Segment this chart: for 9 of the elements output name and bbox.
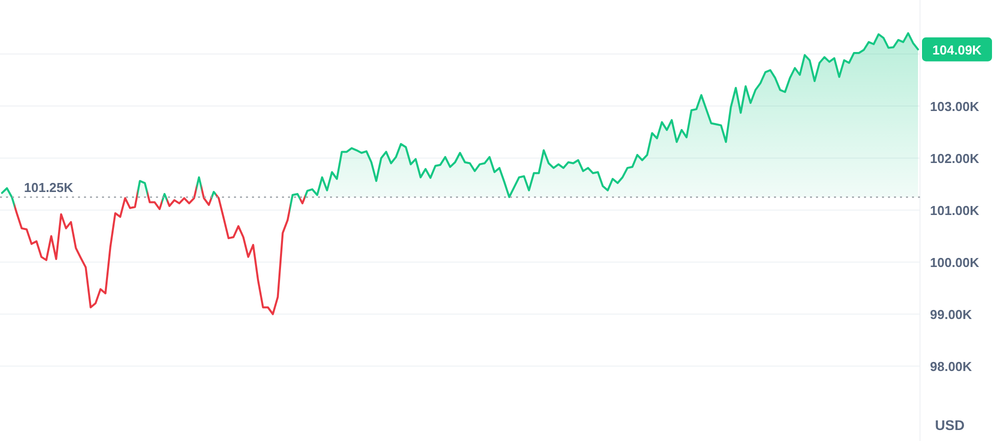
y-tick-label: 101.00K: [930, 203, 980, 218]
y-tick-label: 98.00K: [930, 359, 973, 374]
ref-line-label: 101.25K: [24, 180, 74, 196]
text: 104.09K: [932, 42, 982, 58]
y-tick-label: 100.00K: [930, 255, 980, 270]
y-tick-label: 99.00K: [930, 307, 973, 322]
y-tick-label: 103.00K: [930, 99, 980, 114]
y-axis-title: USD: [935, 417, 965, 433]
y-tick-label: 102.00K: [930, 151, 980, 166]
